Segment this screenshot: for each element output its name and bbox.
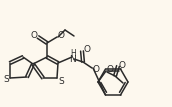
Text: N: N — [70, 54, 76, 63]
Text: H: H — [70, 48, 76, 57]
Text: S: S — [58, 77, 64, 85]
Text: S: S — [3, 74, 9, 83]
Text: O: O — [119, 60, 126, 70]
Text: O: O — [93, 65, 99, 74]
Text: O: O — [30, 31, 37, 41]
Text: O: O — [57, 31, 64, 41]
Text: O: O — [106, 65, 114, 74]
Text: O: O — [83, 45, 90, 54]
